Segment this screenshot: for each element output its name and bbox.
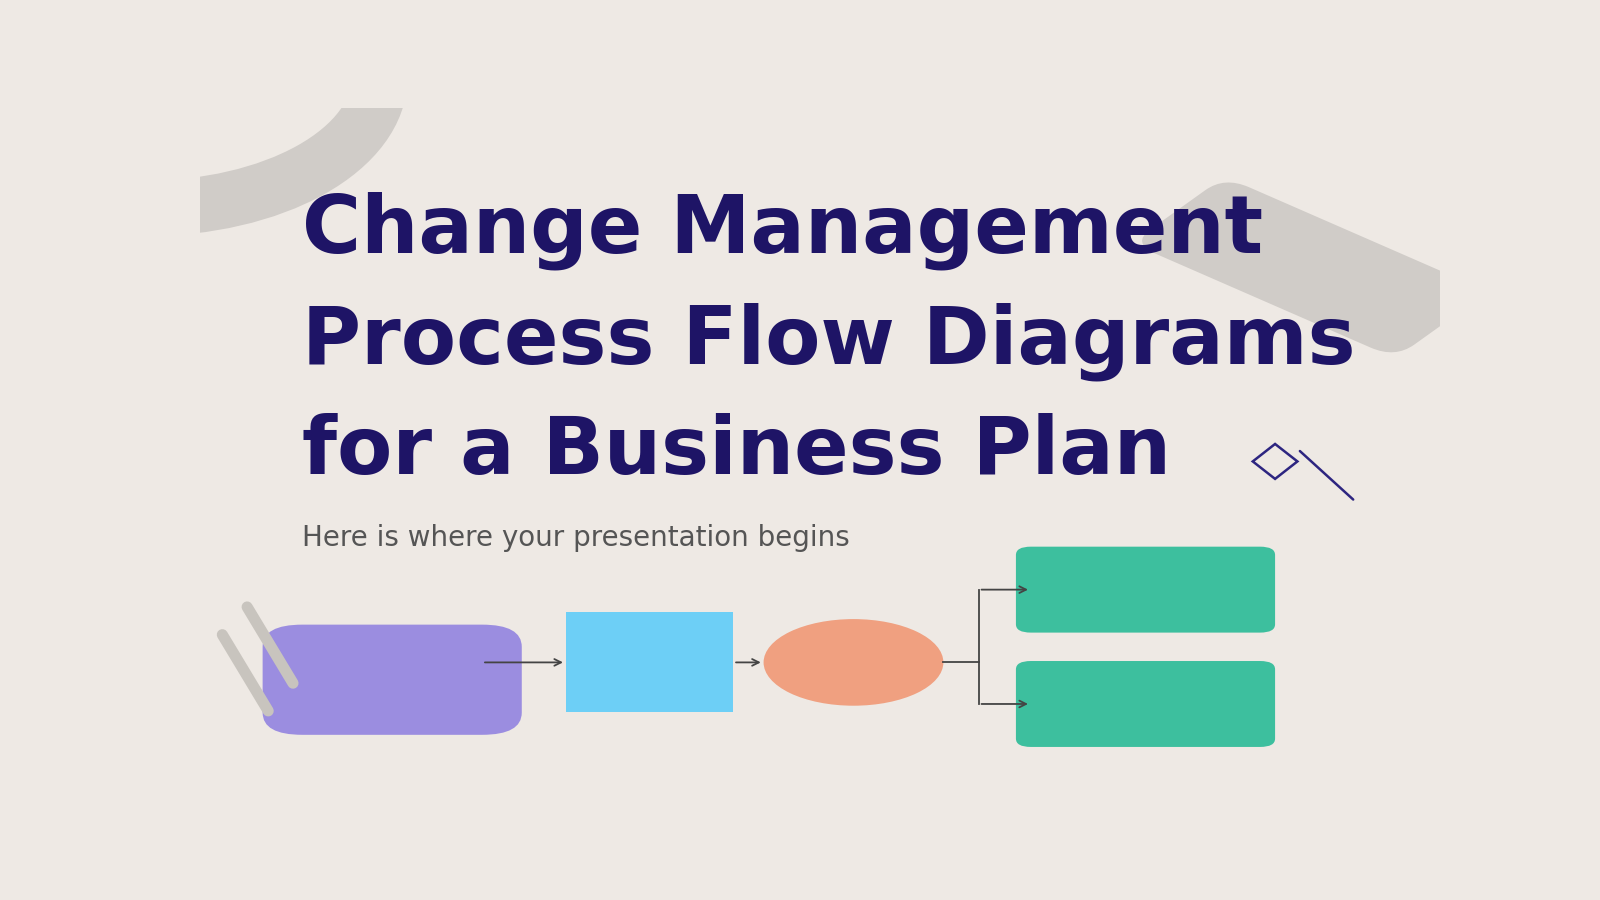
Text: Process Flow Diagrams: Process Flow Diagrams <box>302 302 1355 381</box>
FancyBboxPatch shape <box>1016 546 1275 633</box>
Text: for a Business Plan: for a Business Plan <box>302 413 1171 491</box>
FancyBboxPatch shape <box>262 625 522 734</box>
FancyBboxPatch shape <box>1142 183 1477 352</box>
Ellipse shape <box>763 619 944 706</box>
FancyBboxPatch shape <box>566 612 733 712</box>
Text: Here is where your presentation begins: Here is where your presentation begins <box>302 524 850 552</box>
FancyBboxPatch shape <box>1016 661 1275 747</box>
Text: Change Management: Change Management <box>302 191 1262 270</box>
